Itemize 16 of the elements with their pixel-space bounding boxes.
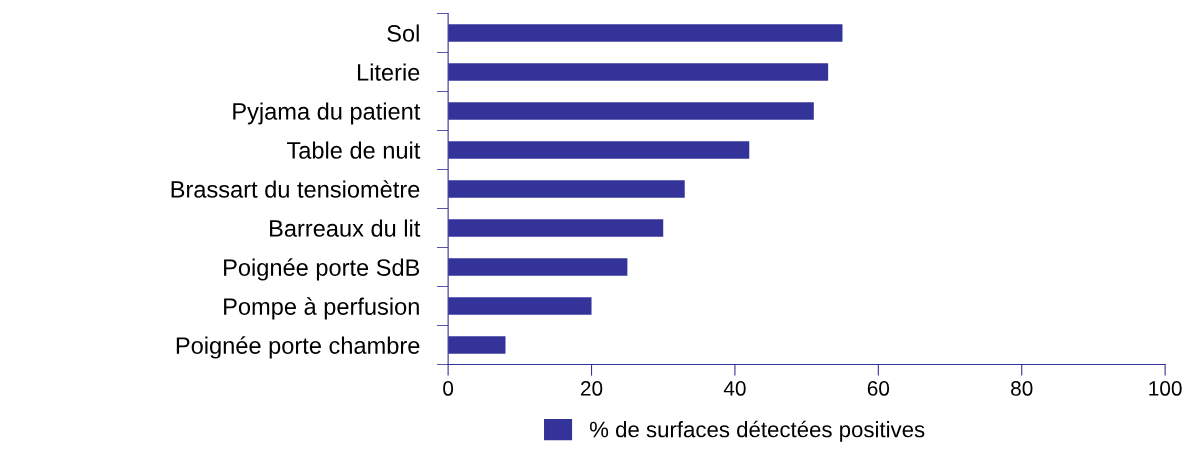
x-tick-label: 100	[1149, 381, 1182, 396]
x-tick-label: 40	[723, 381, 746, 396]
y-tick-label: Pyjama du patient	[233, 102, 421, 125]
y-tick-label: Pompe à perfusion	[224, 297, 419, 320]
y-tick-label: Sol	[387, 24, 419, 42]
y-tick-label: Table de nuit	[287, 141, 421, 159]
y-tick-label: Barreaux du lit	[270, 219, 421, 237]
x-tick-label: 20	[580, 381, 603, 396]
x-tick-label: 80	[1011, 381, 1033, 396]
legend-label: % de surfaces détectées positives	[589, 420, 925, 442]
y-tick-label: Literie	[357, 63, 420, 81]
x-tick-label: 60	[867, 381, 890, 396]
y-tick-label: Brassart du tensiomètre	[171, 180, 420, 198]
x-tick-label: 0	[443, 381, 454, 396]
y-tick-label: Poignée porte SdB	[224, 258, 420, 281]
y-tick-label: Poignée porte chambre	[176, 336, 420, 359]
